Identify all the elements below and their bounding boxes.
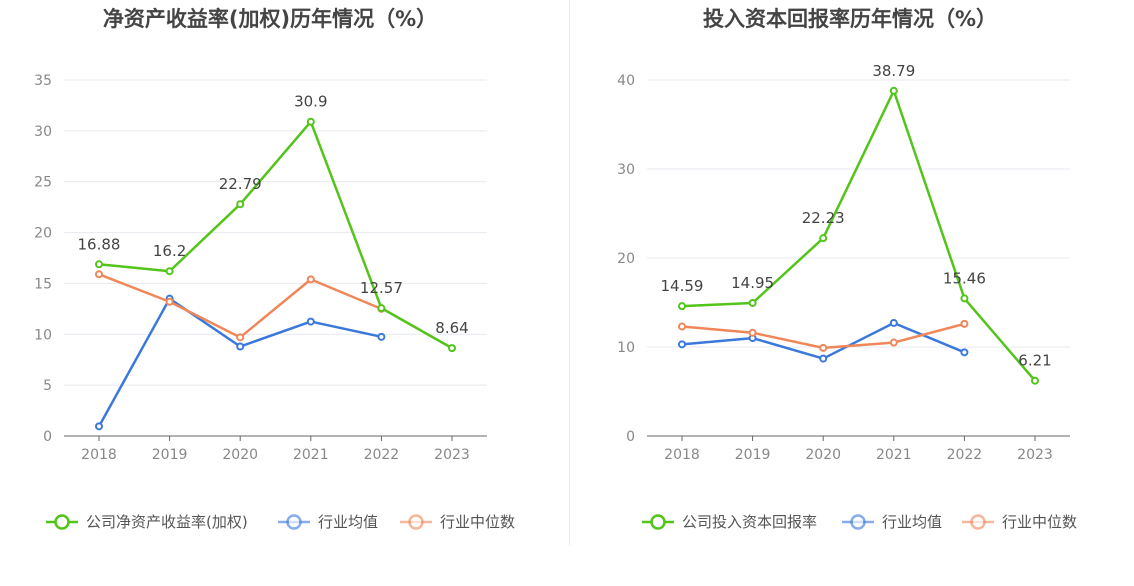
x-tick-label: 2021 xyxy=(876,447,912,463)
data-point xyxy=(95,270,103,279)
data-point xyxy=(678,322,686,331)
roe-chart-panel: 净资产收益率(加权)历年情况（%） 0 5 10 15 20 25 30 35 2018 2019 2… xyxy=(0,0,567,582)
roe-chart: 净资产收益率(加权)历年情况（%） 0 5 10 15 20 25 30 35 2018 2019 2… xyxy=(34,7,515,531)
series-line-1 xyxy=(681,321,965,360)
y-tick-label: 35 xyxy=(34,73,52,89)
data-label: 6.21 xyxy=(1018,352,1051,370)
legend-label: 行业中位数 xyxy=(440,513,515,531)
data-point xyxy=(165,267,174,276)
y-tick-label: 10 xyxy=(34,327,52,343)
x-tick-label: 2023 xyxy=(1017,447,1053,463)
data-point xyxy=(306,117,315,126)
legend-label: 公司投入资本回报率 xyxy=(682,513,817,531)
data-label: 30.9 xyxy=(294,93,327,111)
x-tick-label: 2021 xyxy=(293,447,329,463)
data-label: 12.57 xyxy=(360,279,403,297)
x-tick-label: 2022 xyxy=(364,447,400,463)
data-point xyxy=(960,319,969,328)
data-point xyxy=(448,344,456,353)
x-tick-label: 2020 xyxy=(805,447,841,463)
chart-title: 投入资本回报率历年情况（%） xyxy=(703,7,997,31)
data-label: 15.46 xyxy=(943,269,986,287)
y-tick-label: 40 xyxy=(617,73,635,89)
x-tick-label: 2022 xyxy=(947,447,983,463)
roic-chart: 投入资本回报率历年情况（%） 0 10 20 30 40 2018 2019 2020 2021 2… xyxy=(617,7,1077,531)
legend-marker xyxy=(54,514,70,530)
data-point xyxy=(889,338,898,347)
legend-marker xyxy=(650,514,666,530)
data-point xyxy=(819,234,828,243)
data-label: 8.64 xyxy=(435,319,468,337)
y-tick-label: 0 xyxy=(626,429,635,445)
data-point xyxy=(95,260,103,269)
data-point xyxy=(960,294,969,303)
y-tick-label: 25 xyxy=(34,175,52,191)
data-point xyxy=(377,332,386,341)
x-tick-label: 2020 xyxy=(222,447,258,463)
x-tick-label: 2018 xyxy=(664,447,700,463)
data-label: 38.79 xyxy=(872,62,915,80)
data-point xyxy=(236,333,245,342)
data-point xyxy=(306,317,315,326)
data-point xyxy=(889,318,898,327)
y-tick-label: 20 xyxy=(34,226,52,242)
legend-marker xyxy=(850,514,866,530)
y-tick-label: 30 xyxy=(617,162,635,178)
data-label: 16.88 xyxy=(78,235,121,253)
y-tick-label: 30 xyxy=(34,124,52,140)
data-point xyxy=(1031,376,1039,385)
data-label: 22.79 xyxy=(219,175,262,193)
data-point xyxy=(819,354,828,363)
data-point xyxy=(678,340,686,349)
data-point xyxy=(306,275,315,284)
data-point xyxy=(678,302,686,311)
data-point xyxy=(236,342,245,351)
legend-marker xyxy=(286,514,302,530)
data-point xyxy=(819,343,828,352)
data-point xyxy=(889,86,898,95)
legend-marker xyxy=(408,514,424,530)
chart-group: 净资产收益率(加权)历年情况（%） 0 5 10 15 20 25 30 35 2018 2019 2… xyxy=(34,7,515,531)
series-line-1 xyxy=(97,297,382,427)
y-tick-label: 0 xyxy=(43,429,52,445)
data-point xyxy=(95,422,103,431)
roic-chart-panel: 投入资本回报率历年情况（%） 0 10 20 30 40 2018 2019 2020 2021 2… xyxy=(567,0,1134,582)
y-tick-label: 15 xyxy=(34,276,52,292)
x-tick-label: 2018 xyxy=(81,447,117,463)
y-tick-label: 20 xyxy=(617,251,635,267)
data-point xyxy=(748,328,757,337)
data-point xyxy=(960,348,969,357)
panel-divider xyxy=(569,0,570,545)
y-tick-label: 10 xyxy=(617,340,635,356)
data-point xyxy=(236,200,245,209)
data-point xyxy=(165,297,174,306)
legend-label: 行业均值 xyxy=(882,513,942,531)
x-tick-label: 2019 xyxy=(735,447,771,463)
data-point xyxy=(377,304,386,313)
data-label: 22.23 xyxy=(802,209,845,227)
data-label: 16.2 xyxy=(153,242,186,260)
x-tick-label: 2023 xyxy=(434,447,470,463)
data-point xyxy=(748,298,757,307)
series-line-0 xyxy=(98,120,453,350)
data-label: 14.59 xyxy=(661,277,704,295)
legend-marker xyxy=(970,514,986,530)
chart-group: 投入资本回报率历年情况（%） 0 10 20 30 40 2018 2019 2020 2021 2… xyxy=(617,7,1077,531)
legend-label: 行业均值 xyxy=(318,513,378,531)
x-tick-label: 2019 xyxy=(152,447,188,463)
data-label: 14.95 xyxy=(731,274,774,292)
y-tick-label: 5 xyxy=(43,378,52,394)
series-line-0 xyxy=(681,89,1036,382)
legend-label: 行业中位数 xyxy=(1002,513,1077,531)
legend-label: 公司净资产收益率(加权) xyxy=(86,513,248,531)
chart-title: 净资产收益率(加权)历年情况（%） xyxy=(103,7,437,31)
